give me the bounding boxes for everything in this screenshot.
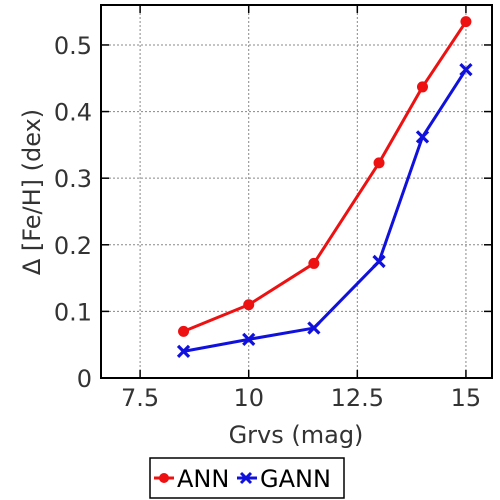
x-tick-label: 7.5 [121, 384, 159, 412]
data-point-ann [308, 257, 320, 269]
data-point-ann [373, 157, 385, 169]
legend-gann-label: GANN [260, 465, 331, 493]
data-point-ann [460, 16, 472, 28]
data-point-gann [176, 344, 191, 358]
y-tick-label: 0.5 [54, 32, 92, 60]
legend: ANN GANN [149, 457, 345, 499]
data-point-gann [372, 254, 386, 269]
data-point-gann [415, 130, 430, 144]
data-point-gann [459, 62, 473, 77]
series-line-gann [183, 68, 468, 353]
plot-frame [100, 4, 493, 379]
data-point-ann [243, 299, 255, 311]
grid [101, 5, 492, 378]
y-tick-label: 0 [77, 365, 92, 393]
series-layer [176, 16, 473, 358]
y-tick-label: 0.4 [54, 99, 92, 127]
data-point-ann [416, 81, 428, 93]
series-line-ann [182, 20, 468, 333]
data-point-gann [307, 321, 321, 335]
x-tick-label: 12.5 [331, 384, 384, 412]
x-tick-label: 10 [233, 384, 264, 412]
legend-gann-marker [239, 471, 253, 485]
y-tick-label: 0.3 [54, 165, 92, 193]
y-axis-label: Δ [Fe/H] (dex) [18, 109, 46, 275]
data-point-gann [242, 332, 256, 346]
data-point-ann [178, 325, 190, 337]
x-tick-label: 15 [451, 384, 482, 412]
ticks: 7.5 10 12.5 15 0 0.1 0.2 0.3 0.4 0.5 [54, 5, 492, 412]
x-axis-label: Grvs (mag) [229, 421, 364, 449]
y-tick-label: 0.1 [54, 298, 92, 326]
y-tick-label: 0.2 [54, 232, 92, 260]
legend-ann-label: ANN [177, 465, 229, 493]
legend-ann-marker [159, 473, 169, 483]
